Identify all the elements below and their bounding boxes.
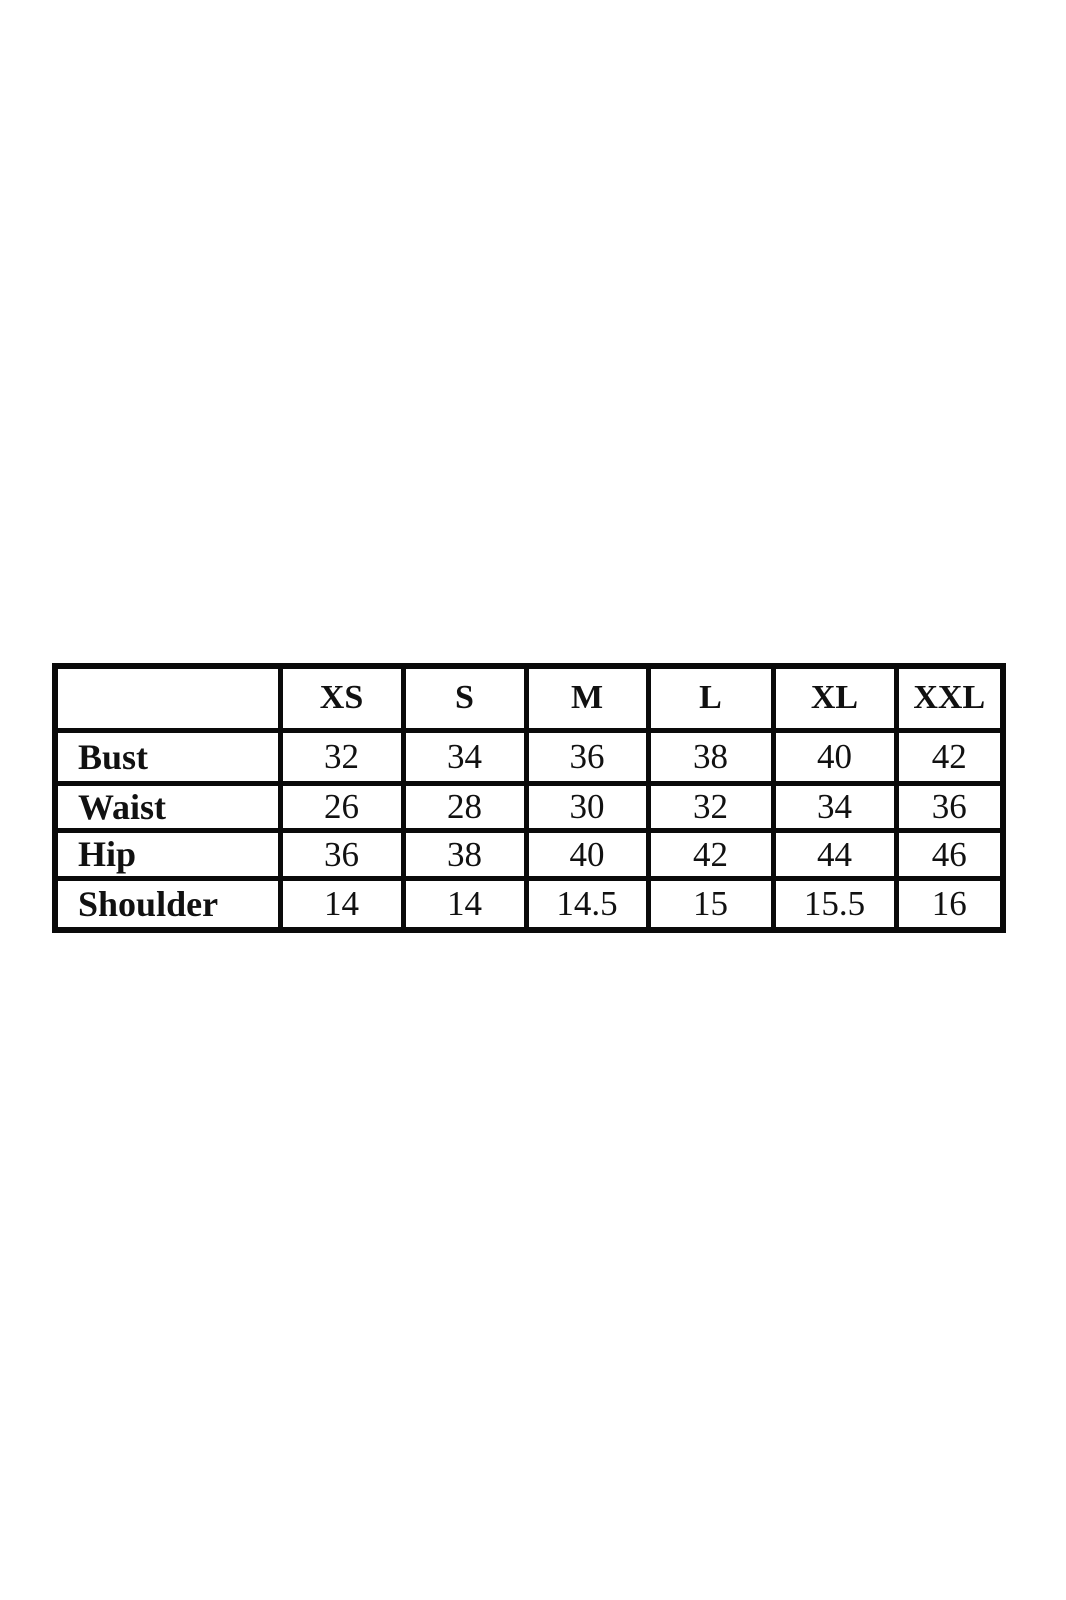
cell: 36 bbox=[523, 727, 651, 786]
table-row-shoulder: Shoulder 14 14 14.5 15 15.5 16 bbox=[52, 875, 1006, 933]
cell: 26 bbox=[277, 780, 406, 833]
cell: 36 bbox=[277, 827, 406, 881]
cell: 14 bbox=[400, 875, 529, 933]
cell: 42 bbox=[893, 727, 1006, 786]
row-label: Hip bbox=[52, 827, 283, 881]
row-label: Shoulder bbox=[52, 875, 283, 933]
row-label: Waist bbox=[52, 780, 283, 833]
header-xs: XS bbox=[277, 663, 406, 733]
cell: 40 bbox=[770, 727, 899, 786]
cell: 38 bbox=[645, 727, 776, 786]
cell: 14.5 bbox=[523, 875, 651, 933]
cell: 36 bbox=[893, 780, 1006, 833]
cell: 46 bbox=[893, 827, 1006, 881]
header-row: XS S M L XL XXL bbox=[52, 663, 1006, 733]
header-corner bbox=[52, 663, 283, 733]
cell: 40 bbox=[523, 827, 651, 881]
cell: 32 bbox=[645, 780, 776, 833]
cell: 38 bbox=[400, 827, 529, 881]
row-label: Bust bbox=[52, 727, 283, 786]
cell: 42 bbox=[645, 827, 776, 881]
cell: 15.5 bbox=[770, 875, 899, 933]
header-xxl: XXL bbox=[893, 663, 1006, 733]
header-l: L bbox=[645, 663, 776, 733]
cell: 14 bbox=[277, 875, 406, 933]
table-row-bust: Bust 32 34 36 38 40 42 bbox=[52, 727, 1006, 786]
table-row-waist: Waist 26 28 30 32 34 36 bbox=[52, 780, 1006, 833]
cell: 28 bbox=[400, 780, 529, 833]
cell: 15 bbox=[645, 875, 776, 933]
cell: 30 bbox=[523, 780, 651, 833]
header-s: S bbox=[400, 663, 529, 733]
size-chart-table: XS S M L XL XXL Bust 32 34 36 38 40 42 W… bbox=[52, 663, 1006, 933]
cell: 44 bbox=[770, 827, 899, 881]
cell: 32 bbox=[277, 727, 406, 786]
cell: 34 bbox=[770, 780, 899, 833]
header-xl: XL bbox=[770, 663, 899, 733]
cell: 34 bbox=[400, 727, 529, 786]
cell: 16 bbox=[893, 875, 1006, 933]
table-row-hip: Hip 36 38 40 42 44 46 bbox=[52, 827, 1006, 881]
header-m: M bbox=[523, 663, 651, 733]
